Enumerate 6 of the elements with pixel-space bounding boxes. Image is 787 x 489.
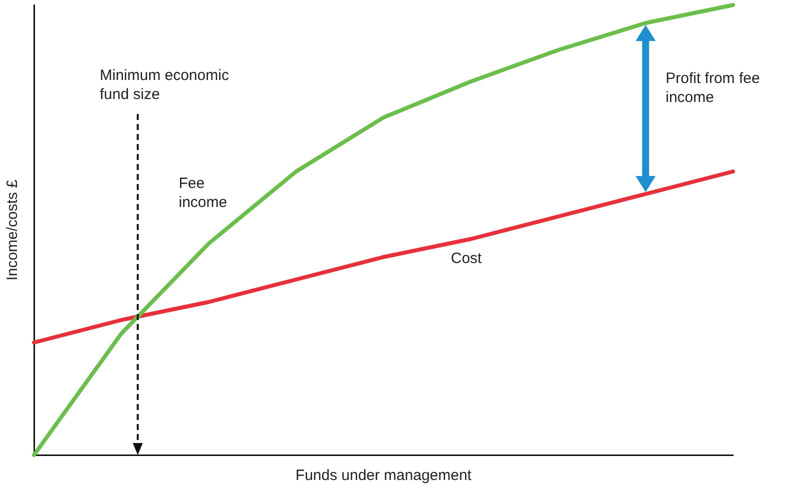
annotation: Minimum economic fund size	[100, 66, 230, 104]
series-label: Fee income	[178, 174, 228, 212]
series-label: Cost	[450, 249, 483, 268]
x-axis-title: Funds under management	[296, 467, 472, 484]
annotation: Profit from fee income	[666, 68, 761, 106]
y-axis-title: Income/costs £	[4, 178, 22, 280]
